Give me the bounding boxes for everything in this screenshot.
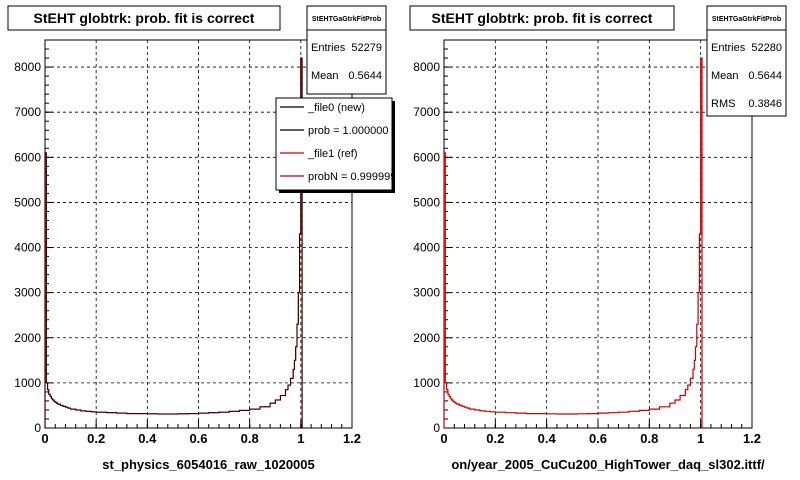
stats-value: 0.5644: [748, 70, 782, 82]
y-tick-label: 1000: [14, 376, 41, 390]
y-tick-label: 5000: [14, 195, 41, 209]
y-tick-label: 2000: [14, 331, 41, 345]
y-tick-label: 7000: [413, 105, 440, 119]
x-tick-label: 0.8: [640, 431, 658, 446]
histogram-series-2: [44, 57, 304, 429]
legend-label: probN = 0.999999: [308, 171, 396, 183]
y-tick-label: 0: [34, 421, 41, 435]
x-tick-label: 0.8: [241, 431, 259, 446]
y-tick-label: 6000: [14, 150, 41, 164]
stats-value: 0.3846: [748, 98, 782, 110]
legend-box: [275, 97, 393, 191]
y-tick-label: 2000: [413, 331, 440, 345]
x-tick-label: 1.2: [343, 431, 361, 446]
x-tick-label: 0.2: [87, 431, 105, 446]
chart-title: StEHT globtrk: prob. fit is correct: [34, 10, 255, 26]
x-tick-label: 1.2: [743, 431, 761, 446]
y-tick-label: 6000: [413, 150, 440, 164]
stats-label: Entries: [311, 42, 346, 54]
y-tick-label: 4000: [413, 241, 440, 255]
title-box: [7, 5, 281, 31]
stats-label: Mean: [711, 70, 739, 82]
stats-name: StEHTGaGtrkFitProb: [312, 16, 381, 23]
x-tick-label: 0: [41, 431, 48, 446]
stats-label: RMS: [711, 98, 735, 110]
x-tick-label: 0.6: [189, 431, 207, 446]
y-tick-label: 4000: [14, 241, 41, 255]
x-tick-label: 0: [440, 431, 447, 446]
x-tick-label: 0.6: [589, 431, 607, 446]
y-tick-label: 8000: [14, 60, 41, 74]
stats-value: 52279: [351, 42, 382, 54]
y-tick-label: 5000: [413, 195, 440, 209]
stats-label: Mean: [311, 70, 339, 82]
x-tick-label: 1: [297, 431, 304, 446]
title-box: [409, 5, 675, 31]
stats-value: 0.5644: [348, 70, 382, 82]
y-tick-label: 0: [433, 421, 440, 435]
y-tick-label: 3000: [413, 286, 440, 300]
histogram-series-1: [443, 57, 704, 429]
x-tick-label: 0.2: [486, 431, 504, 446]
stats-box: [306, 5, 387, 95]
legend-label: _file1 (ref): [307, 148, 358, 160]
legend-label: prob = 1.000000: [308, 125, 388, 137]
legend-entries: _file0 (new) prob = 1.000000 _file1 (ref) p…: [280, 102, 396, 183]
legend-label: _file0 (new): [307, 102, 365, 114]
stats-label: Entries: [711, 42, 746, 54]
stats-box: [706, 5, 787, 117]
y-tick-label: 7000: [14, 105, 41, 119]
y-tick-label: 1000: [413, 376, 440, 390]
y-tick-label: 8000: [413, 60, 440, 74]
x-tick-label: 1: [697, 431, 704, 446]
histogram-panel-1: 0 0.2 0.4 0.6 0.8 1 1.2 0 1000 2000 3000 4000 5000 60…: [7, 5, 396, 472]
x-tick-label: 0.4: [138, 431, 157, 446]
x-tick-label: 0.4: [538, 431, 557, 446]
chart-title: StEHT globtrk: prob. fit is correct: [432, 10, 653, 26]
histogram-panel-2: 0 0.2 0.4 0.6 0.8 1 1.2 0 1000 2000 3000 4000 5000 60…: [409, 5, 787, 472]
stats-value: 52280: [751, 42, 782, 54]
stats-name: StEHTGaGtrkFitProb: [712, 16, 781, 23]
y-tick-label: 3000: [14, 286, 41, 300]
x-axis-title: on/year_2005_CuCu200_HighTower_daq_sl302…: [451, 457, 765, 472]
x-axis-title: st_physics_6054016_raw_1020005: [102, 457, 315, 472]
